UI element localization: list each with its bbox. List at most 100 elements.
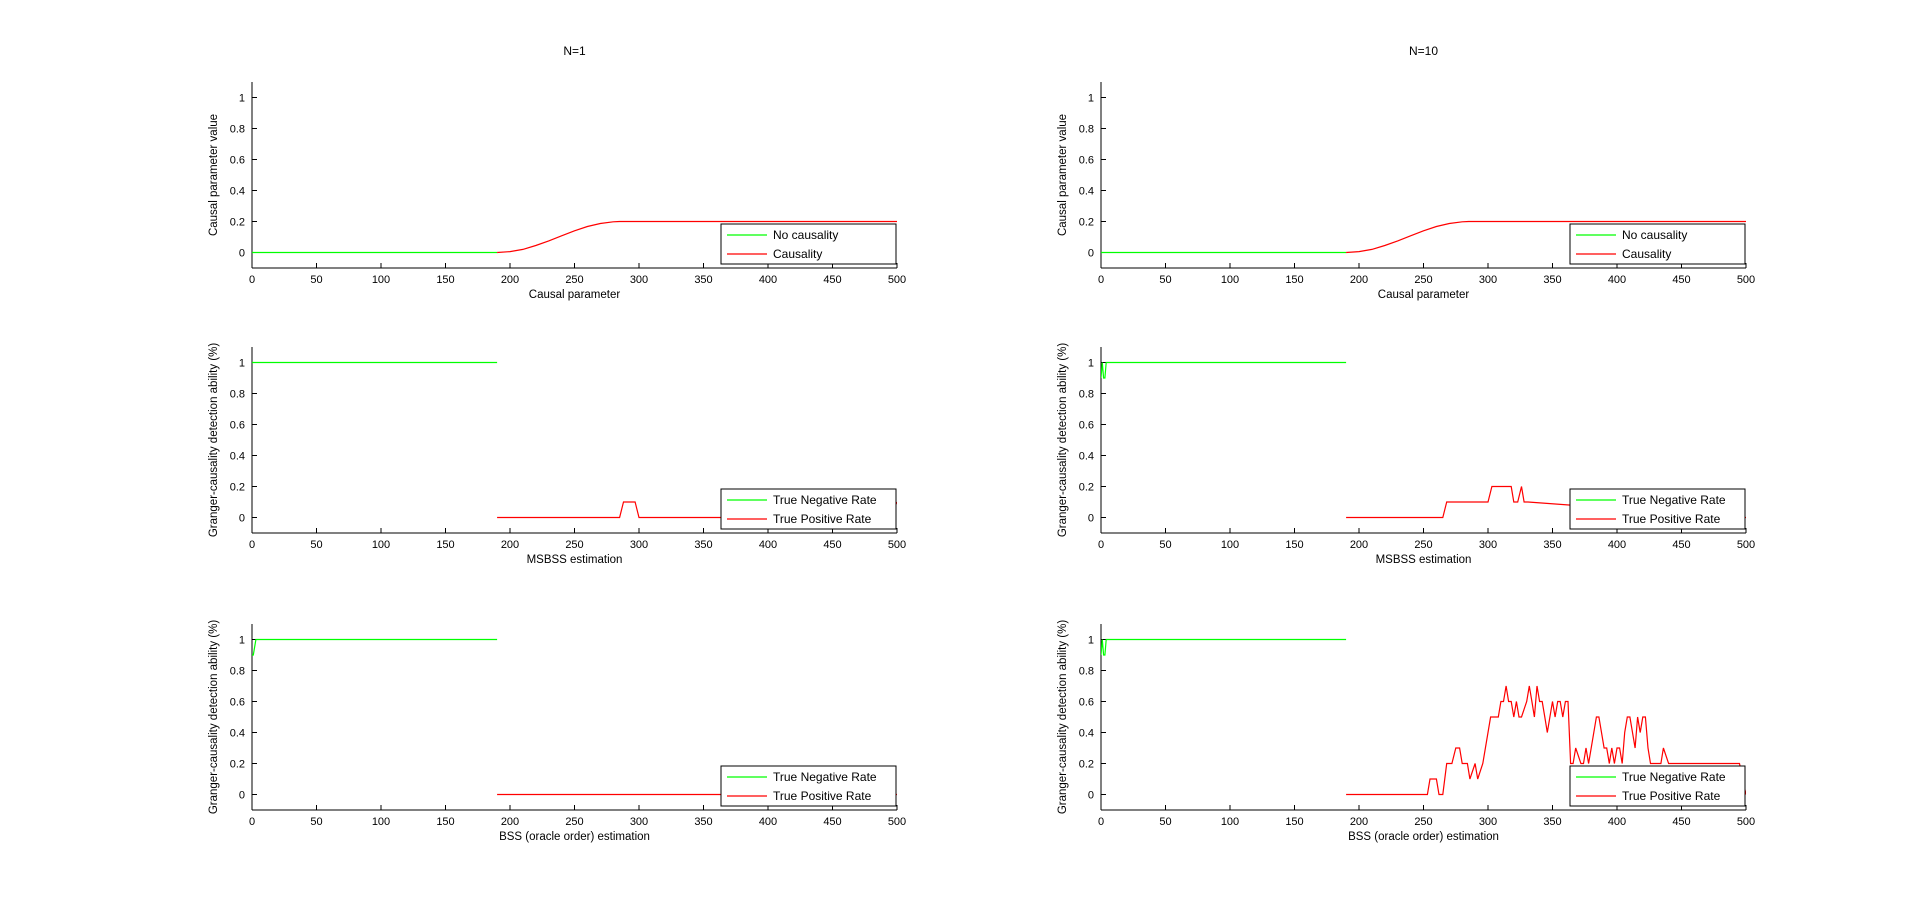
legend-label: True Positive Rate bbox=[773, 512, 872, 526]
x-tick-label: 100 bbox=[1221, 539, 1239, 551]
series-line-true-negative-rate bbox=[1101, 361, 1347, 379]
legend-label: True Positive Rate bbox=[1622, 789, 1721, 803]
chart-title: N=1 bbox=[563, 44, 586, 58]
y-axis-label: Granger-causality detection ability (%) bbox=[208, 343, 220, 537]
y-axis-label: Causal parameter value bbox=[1057, 114, 1069, 236]
x-tick-label: 400 bbox=[1608, 816, 1626, 828]
legend-box bbox=[1569, 488, 1746, 530]
x-tick-label: 350 bbox=[694, 816, 712, 828]
legend-label: True Negative Rate bbox=[1622, 493, 1726, 507]
series-line-true-negative-rate bbox=[252, 638, 498, 656]
chart-title: N=10 bbox=[1409, 44, 1438, 58]
x-tick-label: 50 bbox=[310, 274, 322, 286]
x-tick-label: 0 bbox=[1098, 274, 1104, 286]
y-tick-label: 0.6 bbox=[230, 420, 245, 432]
x-tick-label: 450 bbox=[823, 816, 841, 828]
y-tick-label: 0.4 bbox=[230, 728, 245, 740]
x-tick-label: 0 bbox=[249, 539, 255, 551]
y-tick-label: 0.4 bbox=[1079, 728, 1094, 740]
x-tick-label: 250 bbox=[565, 816, 583, 828]
chart-n1-causal: 0 50 100 150 200 250 300 350 400 450 500 0 0.2 0.4 0.6… bbox=[208, 44, 906, 301]
y-tick-label: 0 bbox=[239, 248, 245, 260]
legend-box bbox=[1569, 223, 1746, 265]
y-tick-label: 0.4 bbox=[230, 186, 245, 198]
x-tick-label: 250 bbox=[1414, 274, 1432, 286]
legend-label: True Negative Rate bbox=[773, 770, 877, 784]
y-tick-label: 0.6 bbox=[1079, 155, 1094, 167]
y-axis-label: Granger-causality detection ability (%) bbox=[208, 620, 220, 814]
legend-label: No causality bbox=[773, 228, 838, 242]
x-tick-label: 200 bbox=[501, 274, 519, 286]
legend-label: True Positive Rate bbox=[773, 789, 872, 803]
y-tick-label: 1 bbox=[239, 358, 245, 370]
legend-label: Causality bbox=[1622, 247, 1671, 261]
x-tick-label: 150 bbox=[436, 539, 454, 551]
x-tick-label: 400 bbox=[759, 816, 777, 828]
x-tick-label: 150 bbox=[436, 816, 454, 828]
x-tick-label: 300 bbox=[1479, 816, 1497, 828]
legend-label: Causality bbox=[773, 247, 822, 261]
x-tick-label: 200 bbox=[1350, 816, 1368, 828]
x-tick-label: 350 bbox=[1543, 539, 1561, 551]
x-tick-label: 300 bbox=[1479, 274, 1497, 286]
y-tick-label: 0.6 bbox=[1079, 420, 1094, 432]
series-line-true-positive-rate bbox=[1346, 685, 1746, 796]
y-tick-label: 1 bbox=[239, 635, 245, 647]
x-tick-label: 200 bbox=[501, 539, 519, 551]
y-tick-label: 0.2 bbox=[1079, 217, 1094, 229]
legend: True Negative Rate True Positive Rate bbox=[1569, 765, 1746, 807]
x-tick-label: 200 bbox=[1350, 539, 1368, 551]
x-tick-label: 500 bbox=[888, 539, 906, 551]
x-tick-label: 450 bbox=[823, 274, 841, 286]
x-axis-label: BSS (oracle order) estimation bbox=[499, 831, 650, 843]
x-axis-label: Causal parameter bbox=[529, 289, 621, 301]
x-tick-label: 200 bbox=[501, 816, 519, 828]
y-tick-label: 0 bbox=[239, 513, 245, 525]
y-tick-label: 0.8 bbox=[1079, 666, 1094, 678]
y-tick-label: 0.8 bbox=[1079, 124, 1094, 136]
x-tick-label: 500 bbox=[1737, 816, 1755, 828]
x-tick-label: 100 bbox=[372, 539, 390, 551]
x-tick-label: 500 bbox=[1737, 274, 1755, 286]
y-tick-label: 0 bbox=[1088, 790, 1094, 802]
y-tick-label: 1 bbox=[239, 93, 245, 105]
y-axis-label: Causal parameter value bbox=[208, 114, 220, 236]
x-tick-label: 200 bbox=[1350, 274, 1368, 286]
legend: No causality Causality bbox=[720, 223, 897, 265]
x-tick-label: 250 bbox=[1414, 539, 1432, 551]
x-tick-label: 50 bbox=[310, 816, 322, 828]
x-tick-label: 500 bbox=[1737, 539, 1755, 551]
x-tick-label: 300 bbox=[630, 816, 648, 828]
x-tick-label: 300 bbox=[630, 539, 648, 551]
y-tick-label: 0.4 bbox=[1079, 451, 1094, 463]
y-tick-label: 0 bbox=[239, 790, 245, 802]
x-tick-label: 450 bbox=[1672, 274, 1690, 286]
legend-box bbox=[720, 765, 897, 807]
x-tick-label: 400 bbox=[759, 274, 777, 286]
legend-label: True Negative Rate bbox=[773, 493, 877, 507]
x-tick-label: 450 bbox=[1672, 539, 1690, 551]
chart-n10-msbss: 0 50 100 150 200 250 300 350 400 450 500 0 0.2 0.4 0.6… bbox=[1057, 343, 1755, 566]
x-tick-label: 250 bbox=[565, 539, 583, 551]
series-line-true-negative-rate bbox=[1101, 638, 1347, 656]
legend-box bbox=[720, 488, 897, 530]
y-tick-label: 1 bbox=[1088, 358, 1094, 370]
x-axis-label: MSBSS estimation bbox=[527, 554, 623, 566]
x-tick-label: 150 bbox=[1285, 539, 1303, 551]
legend-label: True Positive Rate bbox=[1622, 512, 1721, 526]
chart-n10-bss: 0 50 100 150 200 250 300 350 400 450 500 0 0.2 0.4 0.6… bbox=[1057, 620, 1755, 843]
y-tick-label: 0.2 bbox=[1079, 759, 1094, 771]
y-tick-label: 0 bbox=[1088, 248, 1094, 260]
x-tick-label: 300 bbox=[630, 274, 648, 286]
x-tick-label: 0 bbox=[1098, 539, 1104, 551]
series-line-causality bbox=[1346, 220, 1746, 254]
x-tick-label: 50 bbox=[310, 539, 322, 551]
x-tick-label: 450 bbox=[823, 539, 841, 551]
x-tick-label: 100 bbox=[372, 274, 390, 286]
x-tick-label: 0 bbox=[1098, 816, 1104, 828]
y-tick-label: 0.2 bbox=[230, 217, 245, 229]
x-tick-label: 0 bbox=[249, 816, 255, 828]
y-tick-label: 0.8 bbox=[1079, 389, 1094, 401]
y-axis-label: Granger-causality detection ability (%) bbox=[1057, 620, 1069, 814]
x-tick-label: 500 bbox=[888, 274, 906, 286]
